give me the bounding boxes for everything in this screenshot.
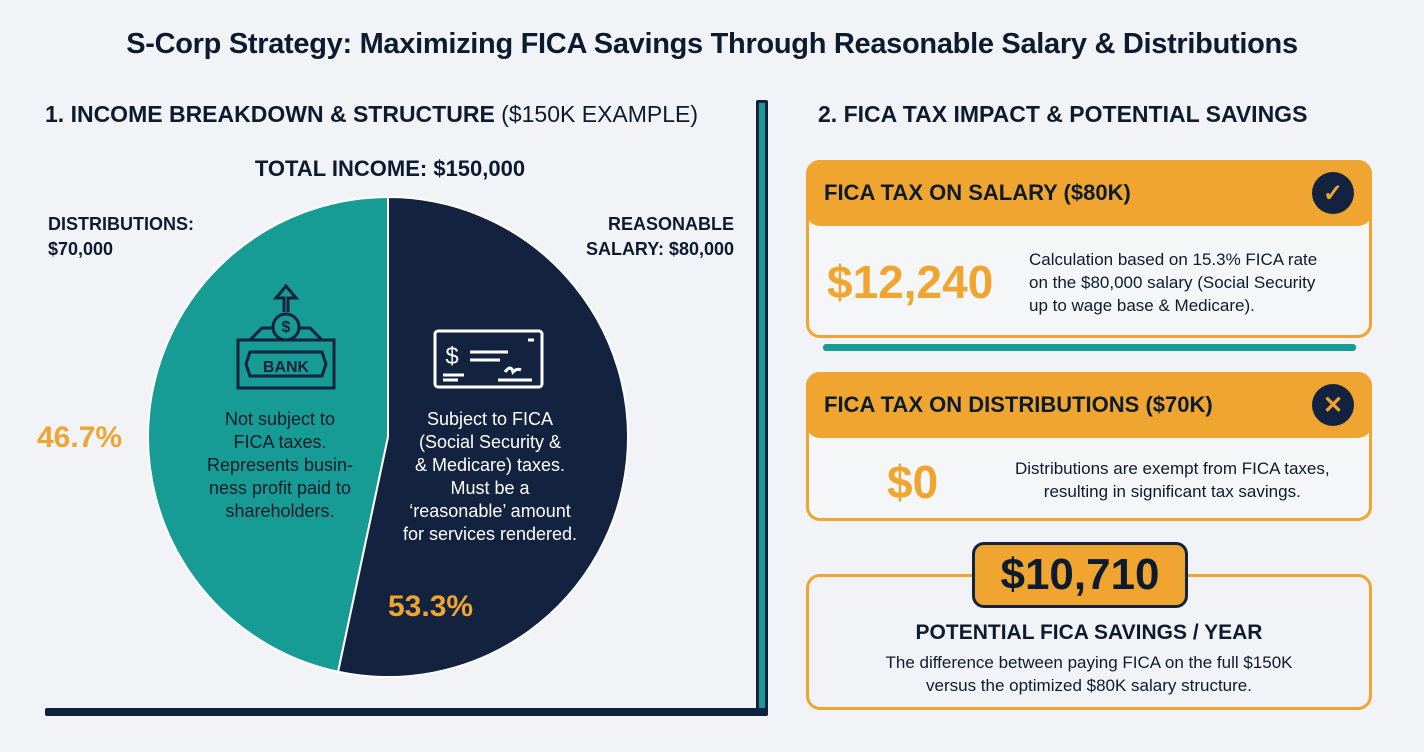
savings-title: POTENTIAL FICA SAVINGS / YEAR — [915, 621, 1263, 644]
text-line: Must be a — [450, 478, 530, 498]
svg-text:$: $ — [445, 343, 458, 370]
text-line: up to wage base & Medicare). — [1029, 296, 1255, 315]
pie-slice-distributions — [147, 195, 389, 673]
section1-heading-text: 1. INCOME BREAKDOWN & STRUCTURE — [45, 101, 495, 127]
section2-heading: 2. FICA TAX IMPACT & POTENTIAL SAVINGS — [818, 101, 1308, 127]
salary-fica-card: FICA TAX ON SALARY ($80K) ✓ $12,240 Calcu… — [806, 160, 1372, 338]
section-divider-horizontal — [45, 708, 768, 716]
page-title: S-Corp Strategy: Maximizing FICA Savings… — [126, 28, 1298, 60]
distributions-label: DISTRIBUTIONS: $70,000 — [48, 212, 194, 262]
text-line: Calculation based on 15.3% FICA rate — [1029, 250, 1318, 269]
section1-heading: 1. INCOME BREAKDOWN & STRUCTURE ($150K E… — [45, 101, 698, 128]
salary-label-line: SALARY: $80,000 — [585, 239, 734, 259]
text-line: & Medicare) taxes. — [414, 455, 566, 475]
distributions-label-line: DISTRIBUTIONS: — [48, 214, 194, 234]
check-icon-paper — [433, 329, 544, 389]
svg-text:$: $ — [282, 319, 291, 336]
text-line: Distributions are exempt from FICA taxes… — [1015, 459, 1330, 478]
text-line: for services rendered. — [402, 524, 578, 544]
savings-box: POTENTIAL FICA SAVINGS / YEAR The differ… — [806, 574, 1372, 710]
dist-card-title: FICA TAX ON DISTRIBUTIONS ($70K) — [824, 392, 1213, 417]
salary-percent: 53.3% — [388, 590, 474, 623]
salary-fica-description: Calculation based on 15.3% FICA rate on t… — [1029, 248, 1317, 317]
text-line: Subject to FICA — [426, 409, 554, 429]
text-line: shareholders. — [225, 501, 335, 521]
savings-amount: $10,710 — [972, 542, 1188, 608]
salary-card-title: FICA TAX ON SALARY ($80K) — [824, 180, 1131, 205]
bank-icon — [236, 283, 336, 390]
bank-icon-text: BANK — [263, 359, 310, 376]
text-line: The difference between paying FICA on th… — [885, 653, 1293, 672]
salary-description: Subject to FICA (Social Security & & Medic… — [390, 408, 590, 546]
dist-fica-description: Distributions are exempt from FICA taxes… — [1015, 457, 1330, 503]
text-line: resulting in significant tax savings. — [1043, 482, 1301, 501]
text-line: FICA taxes. — [233, 432, 327, 452]
pie-chart: $ BANK $ — [147, 195, 629, 678]
salary-label-line: REASONABLE — [607, 214, 734, 234]
distributions-fica-card: FICA TAX ON DISTRIBUTIONS ($70K) ✕ $0 Dis… — [806, 372, 1372, 521]
text-line: on the $80,000 salary (Social Security — [1029, 273, 1316, 292]
savings-description: The difference between paying FICA on th… — [809, 651, 1369, 697]
text-line: ‘reasonable’ amount — [409, 501, 571, 521]
distributions-label-line: $70,000 — [48, 239, 114, 259]
x-icon: ✕ — [1312, 384, 1354, 426]
text-line: ness profit paid to — [208, 478, 352, 498]
pie-slice-salary — [336, 195, 629, 678]
card-divider — [823, 344, 1356, 351]
section1-heading-suffix: ($150K EXAMPLE) — [501, 101, 699, 127]
salary-label: REASONABLE SALARY: $80,000 — [586, 212, 734, 262]
text-line: Represents busin- — [206, 455, 354, 475]
total-income: TOTAL INCOME: $150,000 — [254, 156, 526, 181]
check-icon: ✓ — [1312, 172, 1354, 214]
text-line: Not subject to — [224, 409, 336, 429]
dist-fica-amount: $0 — [887, 456, 939, 508]
distributions-description: Not subject to FICA taxes. Represents busi… — [190, 408, 370, 523]
distributions-percent: 46.7% — [37, 421, 123, 454]
salary-fica-amount: $12,240 — [827, 256, 994, 308]
section-divider-vertical — [756, 100, 768, 716]
text-line: versus the optimized $80K salary structu… — [926, 676, 1252, 695]
text-line: (Social Security & — [418, 432, 562, 452]
